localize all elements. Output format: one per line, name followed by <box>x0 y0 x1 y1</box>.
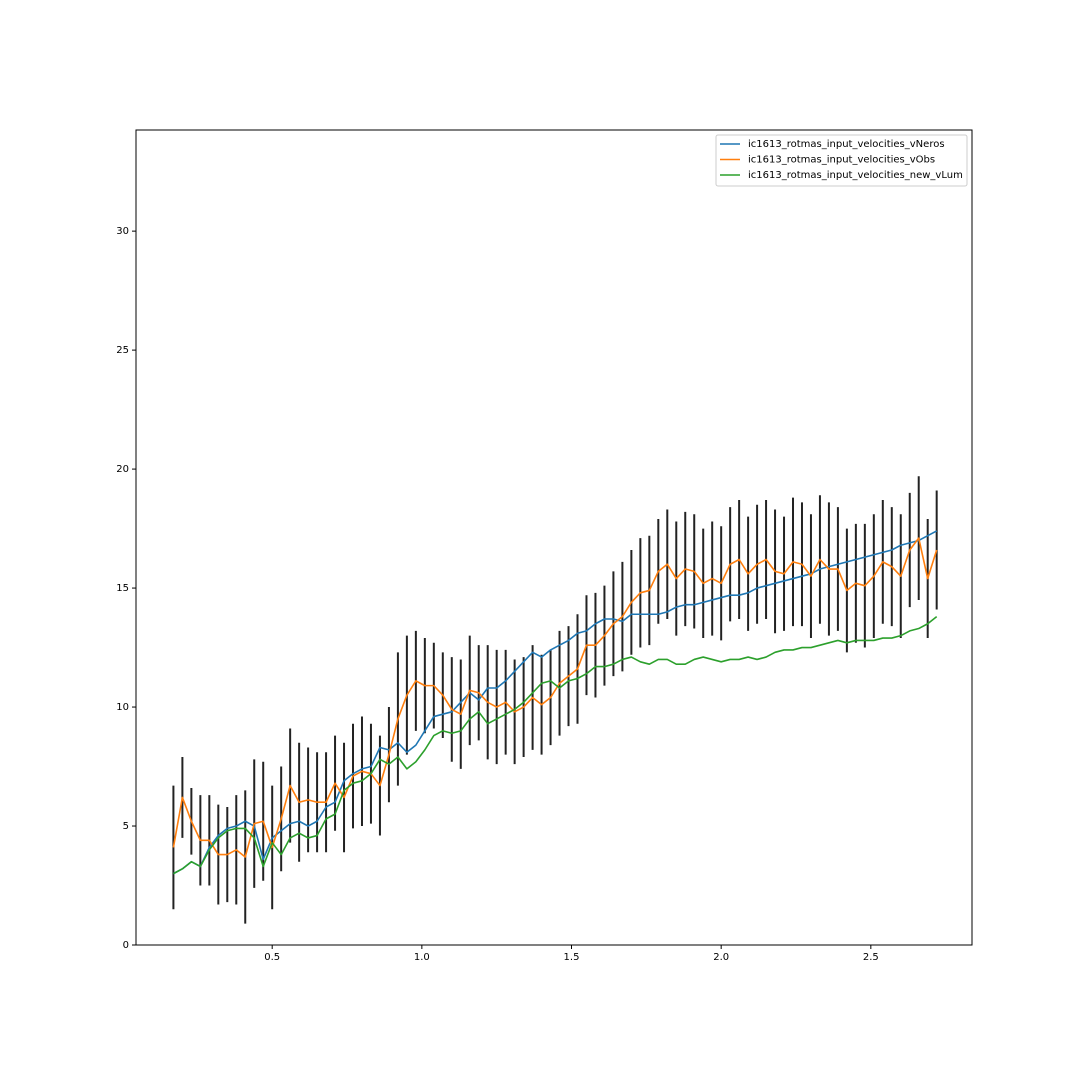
legend-box <box>715 134 968 187</box>
legend-label: ic1613_rotmas_input_velocities_vNeros <box>748 139 945 150</box>
y-tick-label: 30 <box>116 226 129 237</box>
legend-label: ic1613_rotmas_input_velocities_vObs <box>748 155 935 166</box>
x-tick-label: 2.0 <box>713 952 729 963</box>
y-tick-label: 0 <box>123 940 129 951</box>
x-tick-label: 0.5 <box>264 952 280 963</box>
series-line <box>172 537 938 858</box>
x-tick-label: 1.5 <box>564 952 580 963</box>
y-tick-label: 15 <box>116 583 129 594</box>
x-tick-label: 1.0 <box>414 952 430 963</box>
y-tick-label: 20 <box>116 464 129 475</box>
x-tick-label: 2.5 <box>863 952 879 963</box>
plot-frame <box>135 129 973 946</box>
y-tick-label: 25 <box>116 345 129 356</box>
y-tick-label: 5 <box>123 821 129 832</box>
series-line <box>173 615 938 875</box>
y-tick-label: 10 <box>116 702 129 713</box>
legend-label: ic1613_rotmas_input_velocities_new_vLum <box>748 170 963 181</box>
